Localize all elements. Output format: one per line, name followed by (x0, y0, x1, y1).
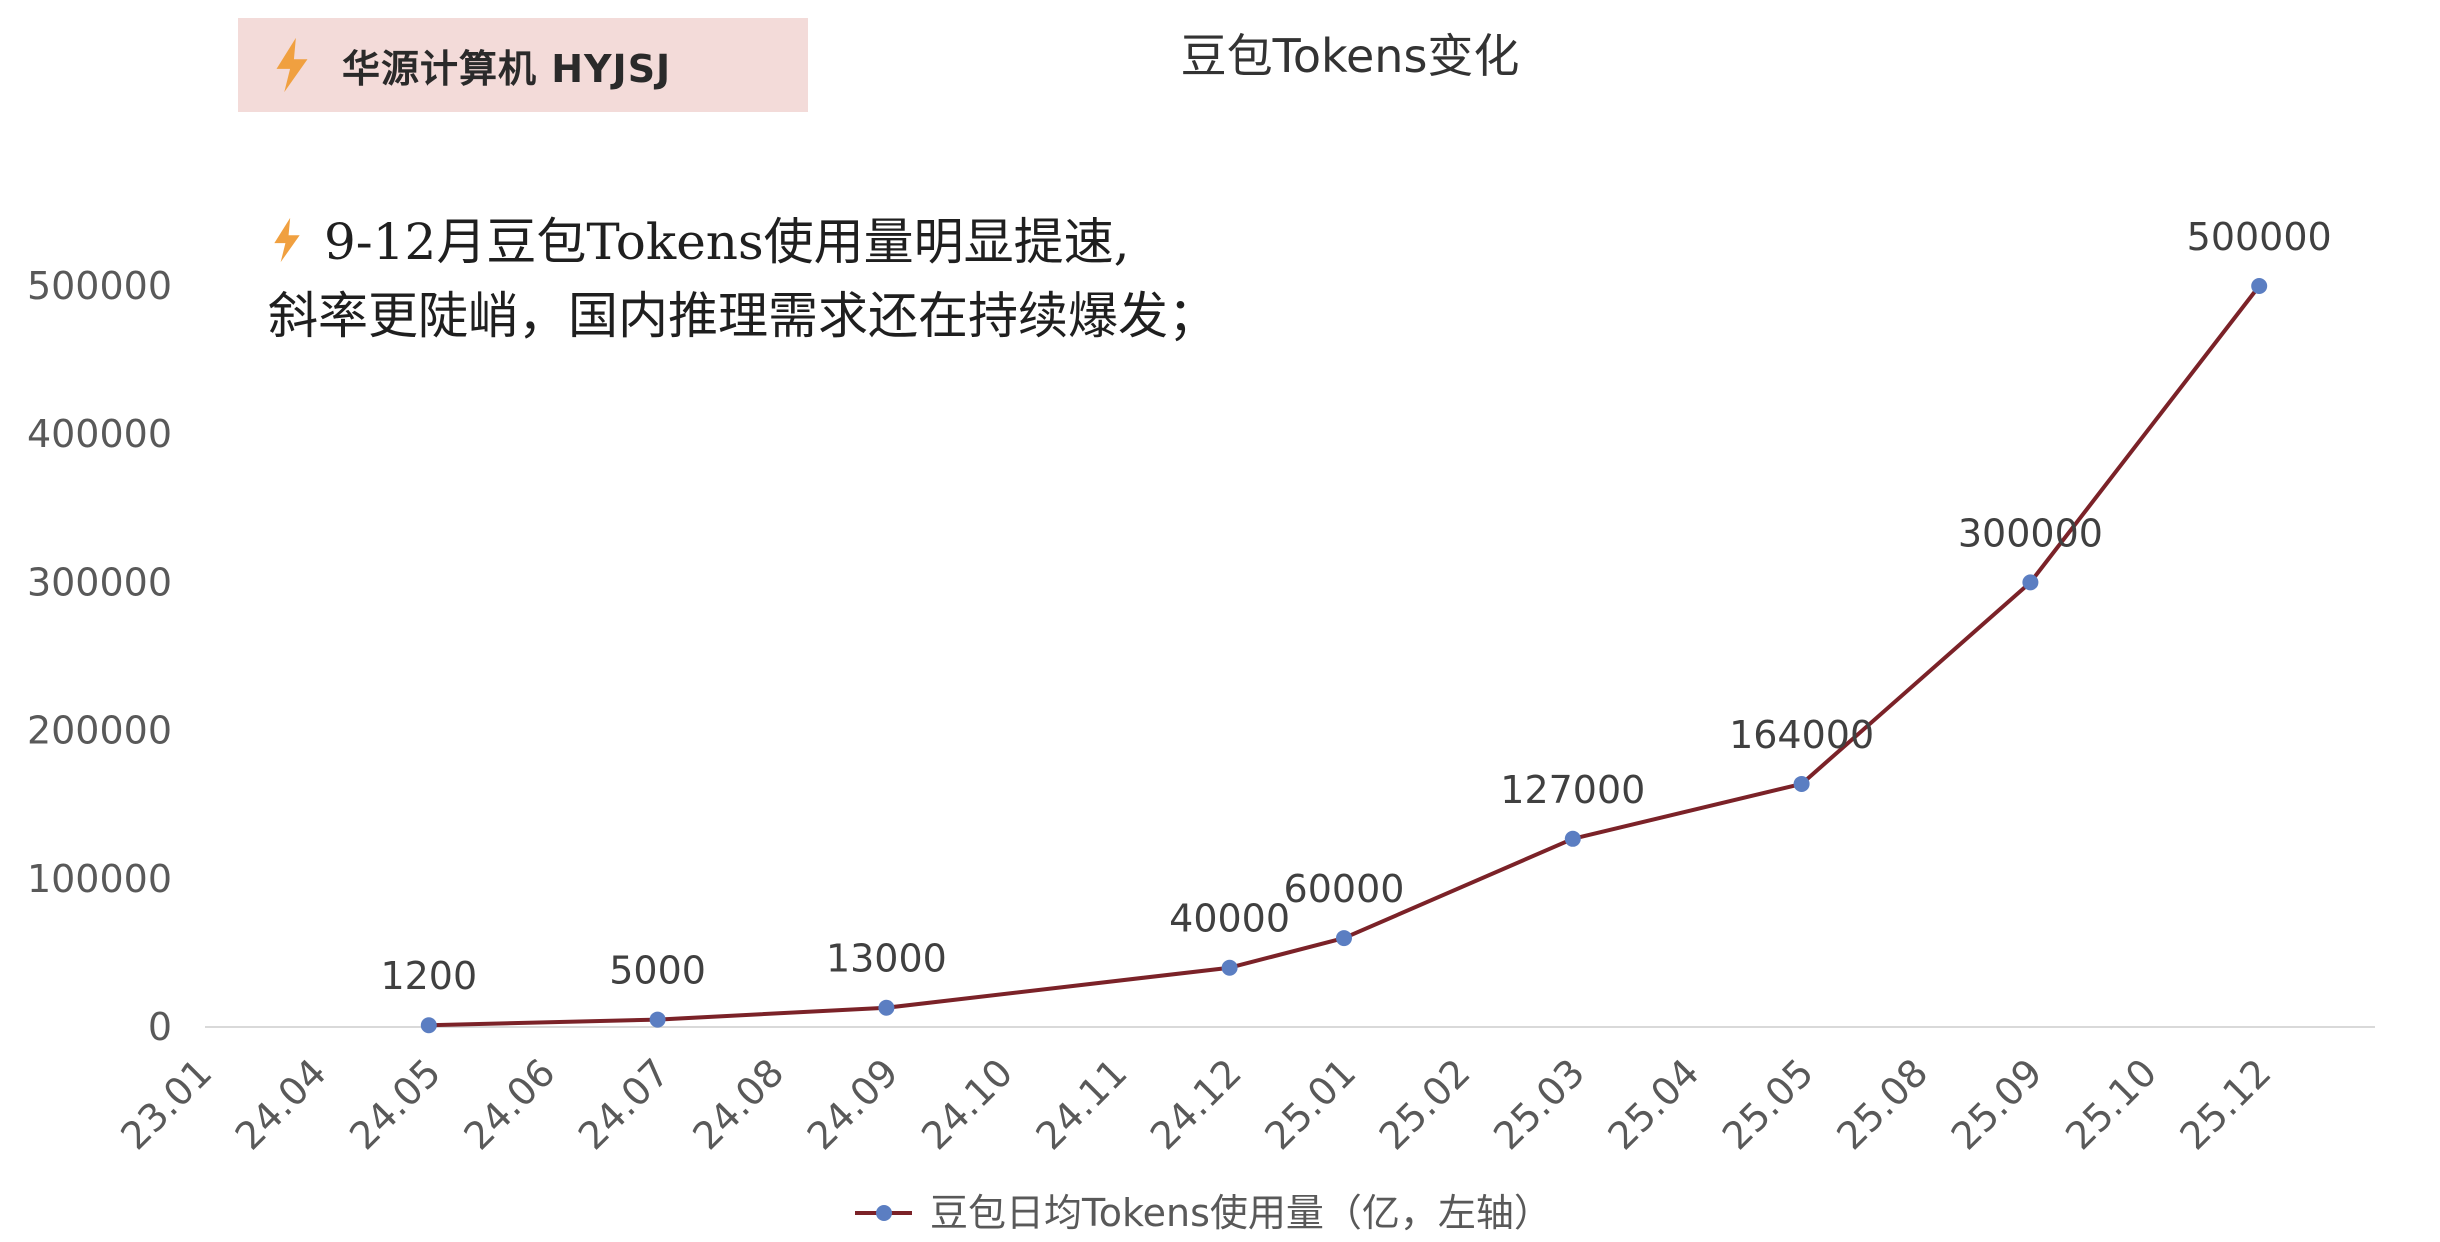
data-point (649, 1011, 666, 1028)
data-label: 5000 (609, 949, 706, 993)
x-tick-label: 23.01 (112, 1050, 220, 1158)
x-tick-label: 24.11 (1028, 1050, 1136, 1158)
x-tick-label: 24.05 (341, 1050, 449, 1158)
data-point (1793, 775, 1810, 792)
legend-label: 豆包日均Tokens使用量（亿，左轴） (930, 1191, 1552, 1235)
chart-title: 豆包Tokens变化 (1180, 29, 1520, 83)
data-point (420, 1017, 437, 1034)
x-tick-label: 24.08 (684, 1050, 792, 1158)
data-point (1221, 959, 1238, 976)
x-tick-label: 25.01 (1256, 1050, 1364, 1158)
brand-banner: 华源计算机 HYJSJ (238, 18, 808, 112)
x-tick-label: 24.12 (1142, 1050, 1250, 1158)
data-point (878, 999, 895, 1016)
y-tick-label: 200000 (27, 709, 172, 753)
data-label: 300000 (1958, 511, 2103, 555)
annotation-line-2: 斜率更陡峭，国内推理需求还在持续爆发； (268, 287, 1218, 345)
x-tick-label: 25.02 (1371, 1050, 1479, 1158)
y-tick-label: 100000 (27, 857, 172, 901)
data-label: 1200 (380, 954, 477, 998)
y-tick-label: 500000 (27, 264, 172, 308)
data-label: 60000 (1284, 867, 1405, 911)
x-tick-label: 25.05 (1714, 1050, 1822, 1158)
data-point (2022, 574, 2039, 591)
data-label: 40000 (1169, 897, 1290, 941)
x-tick-label: 25.09 (1943, 1050, 2051, 1158)
annotation: 9-12月豆包Tokens使用量明显提速, 斜率更陡峭，国内推理需求还在持续爆发… (268, 205, 1218, 353)
annotation-line-1: 9-12月豆包Tokens使用量明显提速, (268, 205, 1218, 279)
x-tick-label: 24.10 (913, 1050, 1021, 1158)
y-tick-label: 300000 (27, 560, 172, 604)
x-tick-label: 25.08 (1828, 1050, 1936, 1158)
lightning-bolt-icon (274, 217, 300, 263)
data-label: 164000 (1729, 713, 1874, 757)
x-tick-label: 25.12 (2172, 1050, 2280, 1158)
x-tick-label: 24.06 (456, 1050, 564, 1158)
annotation-line-1-text: 9-12月豆包Tokens使用量明显提速, (324, 213, 1130, 271)
y-tick-label: 400000 (27, 412, 172, 456)
x-tick-label: 24.07 (570, 1050, 678, 1158)
data-point (1336, 930, 1352, 947)
brand-label: 华源计算机 HYJSJ (342, 46, 672, 91)
y-tick-label: 0 (148, 1005, 172, 1049)
x-tick-label: 25.10 (2057, 1050, 2165, 1158)
series-line (428, 284, 2261, 1028)
x-tick-label: 25.03 (1485, 1050, 1593, 1158)
data-point (2251, 278, 2268, 294)
legend-marker (876, 1205, 892, 1221)
x-tick-label: 24.09 (799, 1050, 907, 1158)
x-tick-label: 24.04 (227, 1050, 335, 1158)
lightning-bolt-icon (276, 37, 308, 93)
x-tick-label: 25.04 (1600, 1050, 1708, 1158)
data-label: 127000 (1500, 768, 1645, 812)
data-label: 13000 (826, 937, 947, 981)
data-point (1564, 830, 1581, 847)
data-label: 500000 (2187, 215, 2332, 259)
